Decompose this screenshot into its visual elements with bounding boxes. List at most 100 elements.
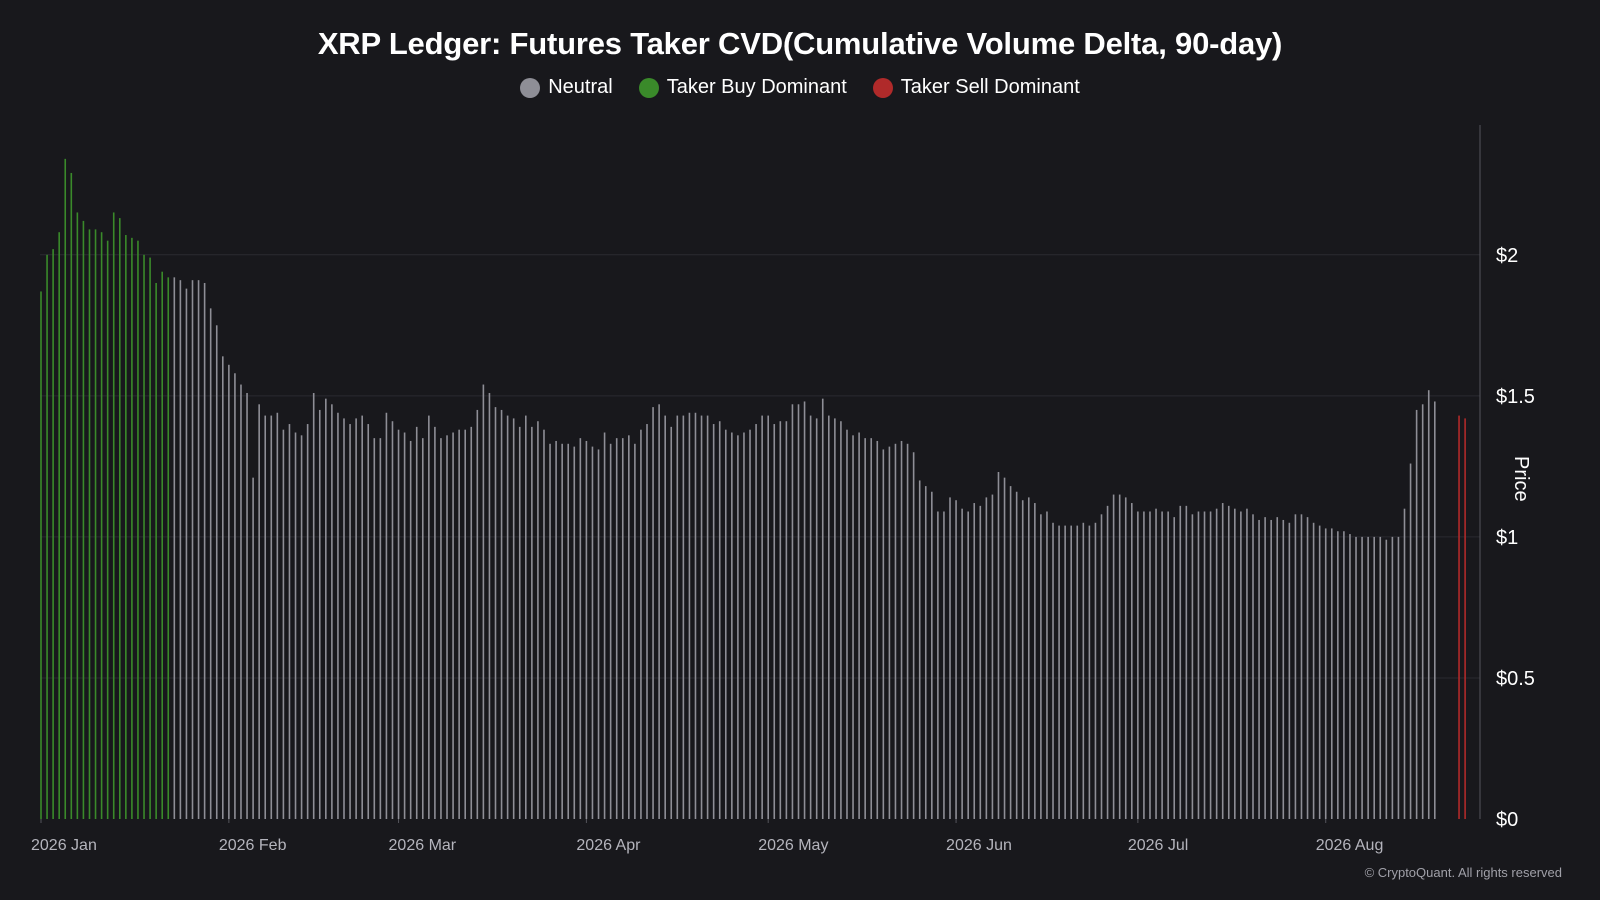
bar-neutral [1227,505,1230,819]
bar-neutral [737,435,739,819]
bar-neutral [949,497,951,819]
legend: Neutral Taker Buy Dominant Taker Sell Do… [0,76,1600,99]
bar-neutral [985,497,988,819]
bar-neutral [731,432,733,819]
bar-taker-buy [94,229,97,820]
bar-neutral [658,404,660,819]
chart-title: XRP Ledger: Futures Taker CVD(Cumulative… [317,26,1283,61]
bar-neutral [179,280,182,819]
bar-neutral [1034,503,1036,819]
bar-neutral [1094,522,1097,819]
bar-neutral [579,438,582,819]
bar-neutral [1397,536,1400,819]
bar-taker-buy [118,218,121,820]
x-tick-label: 2026 Aug [1316,837,1384,854]
bar-taker-buy [40,291,42,819]
bar-neutral [979,505,982,819]
bar-neutral [1324,528,1327,819]
bar-neutral [197,280,200,819]
bar-taker-buy [58,232,60,819]
bar-taker-sell [1464,418,1466,819]
bar-neutral [1040,514,1042,819]
bar-neutral [785,421,788,819]
bar-neutral [543,429,545,819]
bar-neutral [1355,536,1357,819]
bar-neutral [1318,525,1321,819]
bar-taker-buy [161,271,163,819]
bar-neutral [688,412,691,819]
bar-neutral [1058,525,1060,819]
bar-neutral [331,404,333,819]
bar-neutral [343,418,345,819]
bar-neutral [1027,497,1030,819]
bar-neutral [870,438,873,819]
x-tick-label: 2026 Jan [31,837,97,854]
bar-neutral [1373,536,1375,819]
bar-neutral [1124,497,1127,819]
legend-item-neutral[interactable]: Neutral [520,76,613,99]
bar-neutral [337,412,339,819]
bar-neutral [634,443,636,819]
bar-neutral [906,443,909,819]
bar-neutral [1149,511,1151,819]
bar-neutral [628,435,630,819]
bar-neutral [724,429,727,819]
bar-neutral [646,424,648,819]
bar-neutral [355,418,357,819]
bar-neutral [931,491,933,819]
bar-neutral [943,511,945,819]
bar-neutral [203,282,206,819]
bar-neutral [361,415,363,819]
bar-neutral [1337,531,1339,819]
bar-neutral [1131,503,1133,819]
bar-neutral [924,486,927,819]
bar-neutral [1009,486,1012,819]
bar-neutral [1258,519,1260,819]
legend-item-taker-buy-dominant[interactable]: Taker Buy Dominant [638,76,847,99]
bar-neutral [1064,525,1066,819]
bar-neutral [391,421,394,819]
bar-neutral [452,432,454,819]
bar-taker-buy [137,240,139,819]
bar-neutral [440,438,442,819]
bar-neutral [700,415,703,819]
bar-neutral [561,443,563,819]
y-tick-label: $0.5 [1496,668,1535,690]
bar-neutral [1100,514,1103,819]
bar-neutral [409,440,412,819]
bar-neutral [1082,522,1085,819]
bar-neutral [1312,522,1315,819]
bar-neutral [222,356,224,819]
bar-neutral [1112,494,1115,819]
bar-neutral [773,424,776,819]
bar-neutral [840,421,842,819]
bar-neutral [1161,511,1163,819]
bar-neutral [888,446,891,819]
bar-neutral [228,364,230,819]
bar-neutral [991,494,994,819]
bar-taker-buy [125,235,127,819]
bar-neutral [379,438,382,819]
bar-neutral [1106,505,1109,819]
bar-neutral [270,415,273,819]
bar-neutral [1173,517,1176,819]
bar-neutral [209,308,212,819]
bar-neutral [531,426,533,819]
bar-neutral [1052,522,1054,819]
bar-neutral [912,452,915,819]
bar-neutral [537,421,539,819]
bar-neutral [500,409,503,819]
bar-neutral [809,415,812,819]
bar-taker-buy [106,240,109,819]
bar-neutral [385,412,388,819]
bar-neutral [815,418,818,819]
bar-neutral [1300,514,1303,819]
axes: $0 $0.5 $1 $1.5 $2 2026 Jan 2026 Feb 2026 Mar 20… [31,125,1535,854]
legend-item-taker-sell-dominant[interactable]: Taker Sell Dominant [872,76,1080,99]
bar-neutral [555,440,557,819]
bar-neutral [694,412,697,819]
bar-neutral [894,443,897,819]
bar-neutral [428,415,430,819]
bar-neutral [955,500,957,819]
